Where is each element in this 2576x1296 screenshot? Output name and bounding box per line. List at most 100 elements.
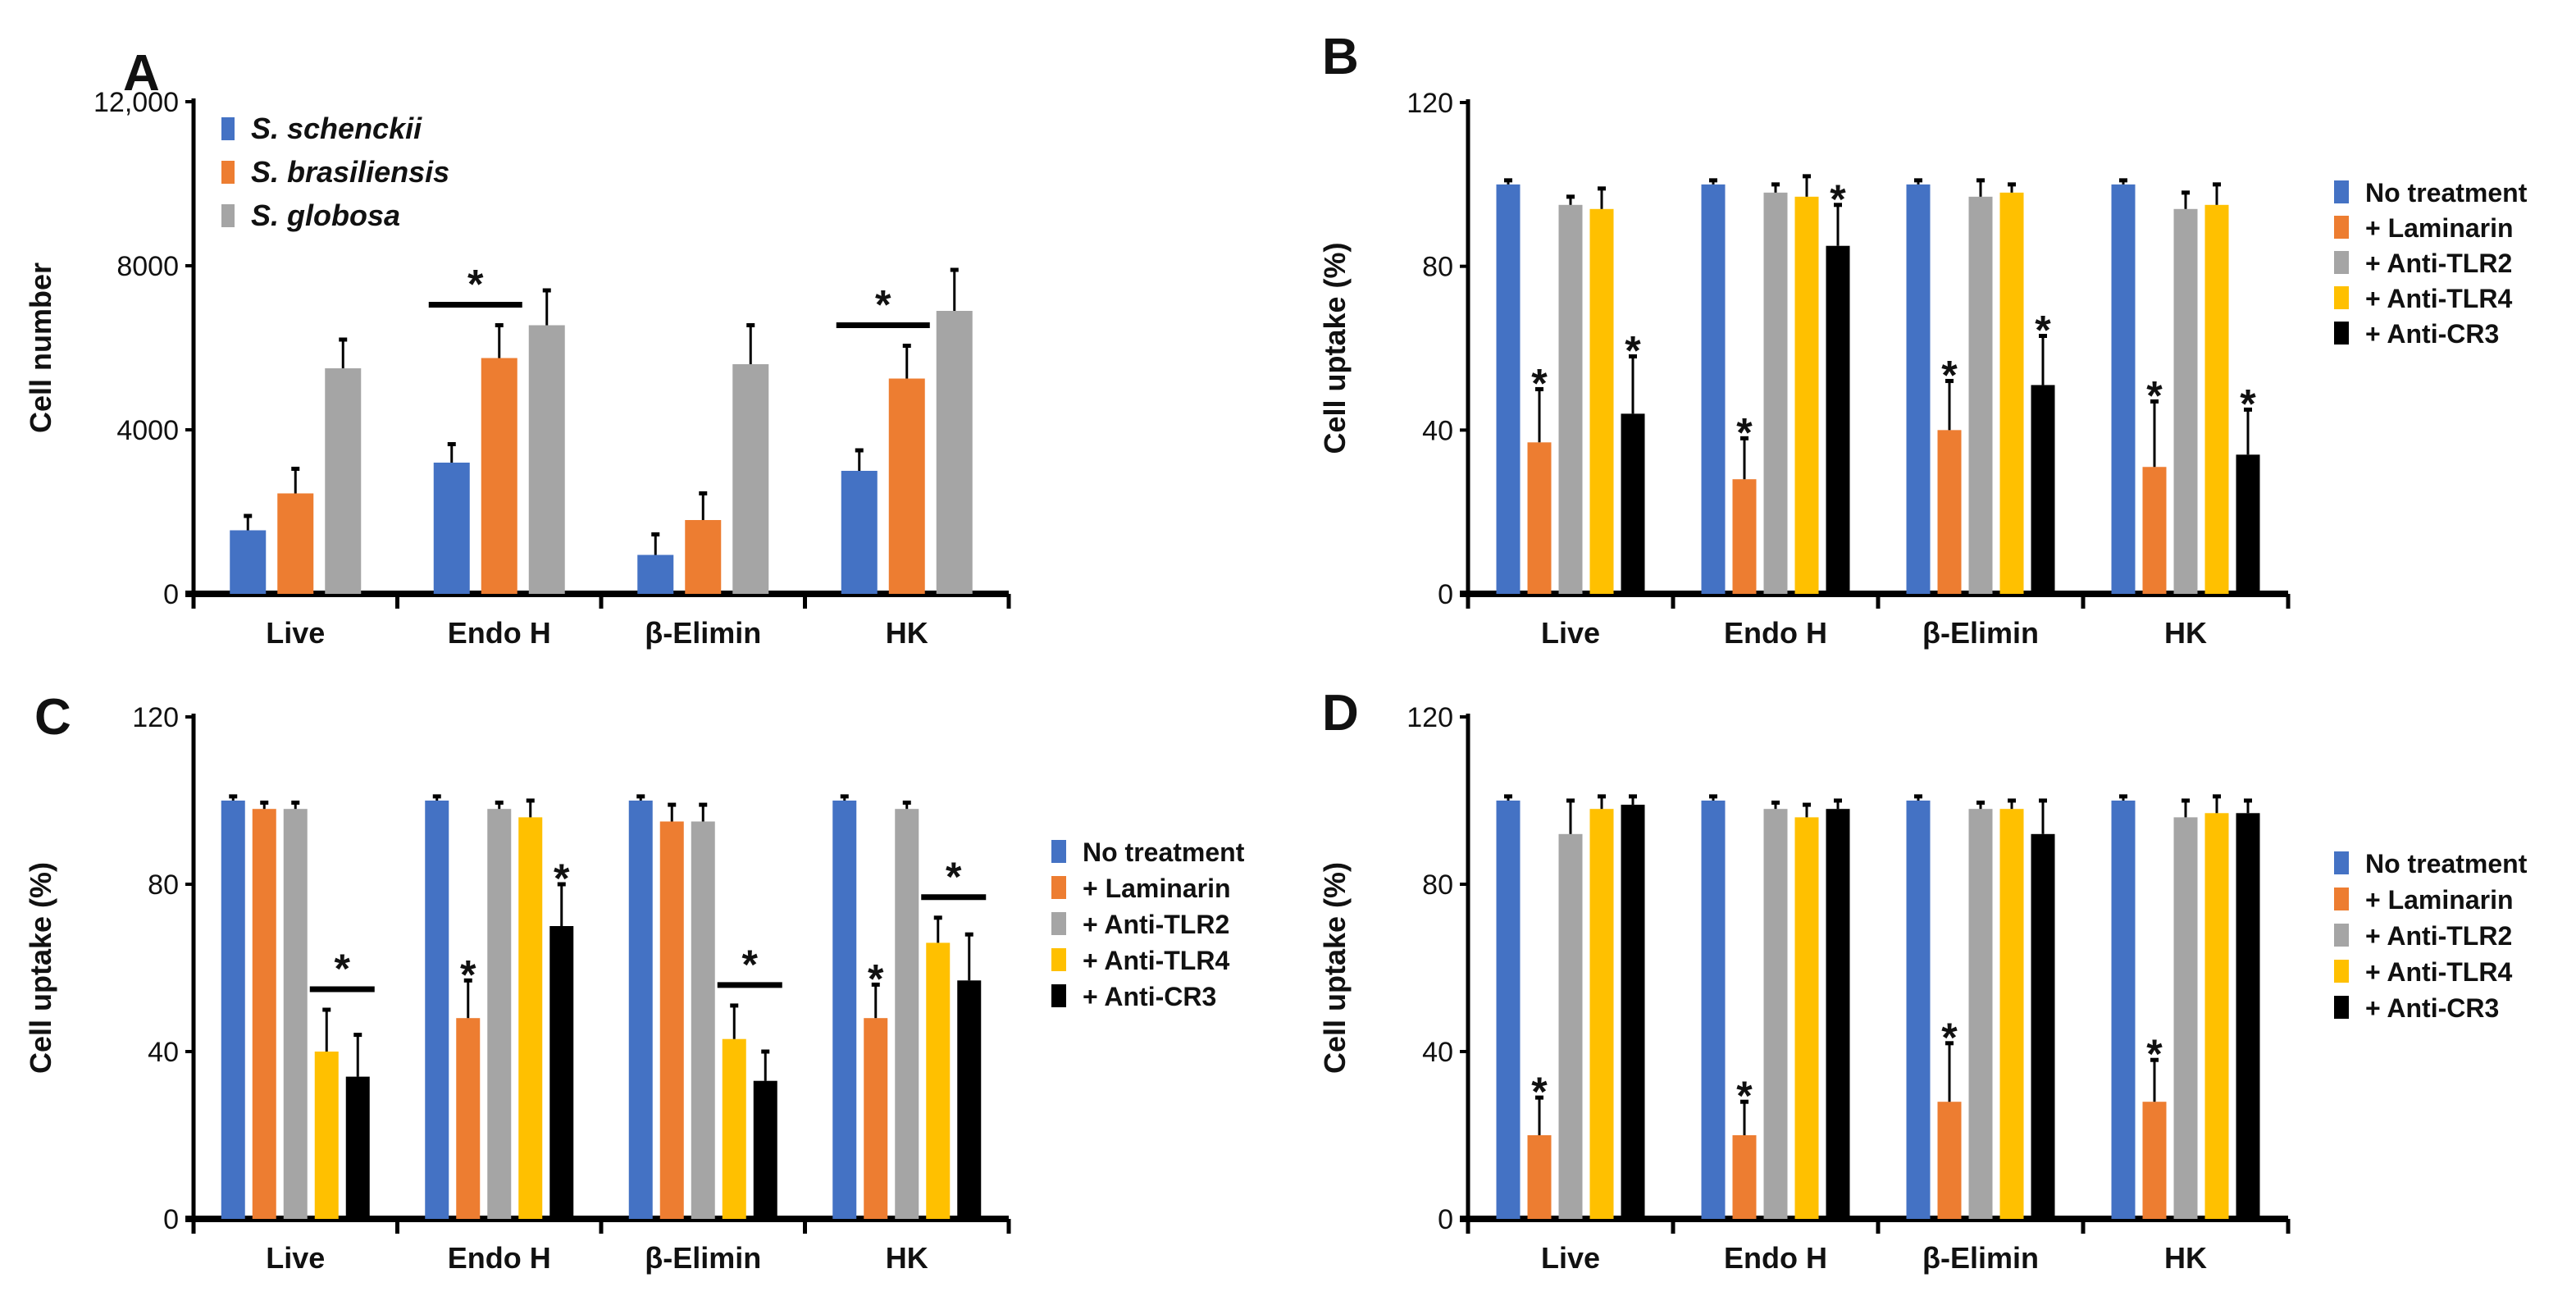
bar--anti-tlr4 [926,942,951,1219]
bar--anti-tlr2 [1763,809,1788,1219]
y-axis-label: Cell number [24,262,57,433]
bar--anti-cr3 [1621,413,1645,594]
y-tick-label: 8000 [116,251,179,282]
x-tick-label: Live [266,1241,325,1275]
significance-star: * [2146,372,2163,418]
x-tick-label: HK [2164,1241,2207,1275]
bar--laminarin [1732,1135,1757,1219]
bar--anti-cr3 [753,1080,777,1219]
bar--anti-tlr4 [1794,817,1819,1219]
y-axis-label: Cell uptake (%) [1318,242,1352,454]
significance-star: * [868,956,884,1002]
x-tick-label: Live [1541,1241,1600,1275]
legend-swatch [1051,912,1066,935]
x-tick-label: β-Elimin [645,1241,761,1275]
significance-star: * [946,854,962,900]
legend-swatch [2334,216,2349,239]
y-tick-label: 120 [1407,88,1453,119]
legend-label: + Anti-TLR4 [2365,284,2512,313]
significance-star: * [1941,352,1958,398]
significance-star: * [1531,1069,1548,1115]
legend-swatch [221,204,235,227]
bar-no-treatment [2111,184,2136,595]
legend-swatch [2334,286,2349,309]
bar--anti-tlr2 [1763,192,1788,595]
significance-star: * [1830,176,1846,222]
x-tick-label: Live [266,616,325,650]
y-tick-label: 80 [1422,252,1453,283]
x-tick-label: Endo H [448,1241,551,1275]
bar--anti-tlr4 [1589,208,1614,595]
legend-swatch [2334,251,2349,274]
y-tick-label: 4000 [116,415,179,446]
bar--laminarin [1732,479,1757,594]
y-tick-label: 12,000 [93,87,179,118]
bar-s-brasiliensis [888,378,925,594]
y-axis-label: Cell uptake (%) [24,862,57,1074]
bar-s-schenckii [433,463,470,594]
y-tick-label: 120 [132,702,179,733]
x-tick-label: Live [1541,616,1600,650]
x-tick-label: Endo H [1724,616,1827,650]
bar--anti-cr3 [549,926,574,1219]
x-tick-label: Endo H [1724,1241,1827,1275]
panel-b: B 0 40 80 120 Cell uptake (%) Live Endo H β-Elim… [1318,29,2528,650]
x-tick-label: HK [2164,616,2207,650]
bar-s-globosa [325,368,362,594]
legend-label: + Anti-TLR4 [1083,946,1229,975]
bar--anti-cr3 [345,1076,370,1219]
bar-s-schenckii [841,471,878,594]
legend-label: + Anti-CR3 [2365,319,2499,349]
bar-s-brasiliensis [685,520,722,594]
bar--laminarin [1527,442,1552,594]
bar--anti-tlr4 [314,1052,339,1219]
legend: S. schenckii S. brasiliensis S. globosa [221,112,449,232]
bar--anti-cr3 [2031,385,2055,594]
significance-star: * [2035,308,2051,354]
legend-swatch [221,117,235,140]
x-tick-label: β-Elimin [1922,616,2039,650]
bar-no-treatment [1701,184,1726,595]
bar--anti-cr3 [1826,809,1850,1219]
bar--laminarin [659,821,684,1219]
panel-a: A 0 4000 8000 12,000 Cell number Live Endo H β-E… [24,45,1011,650]
legend: No treatment + Laminarin + Anti-TLR2 + Anti… [2334,178,2528,349]
bar-no-treatment [1701,801,1726,1219]
y-tick-label: 0 [163,579,179,610]
legend-swatch [2334,996,2349,1019]
bar--anti-tlr4 [2204,204,2229,594]
bar--anti-tlr2 [1558,204,1583,594]
bar--anti-tlr2 [895,809,919,1219]
legend-label: + Anti-TLR4 [2365,957,2512,987]
bar-no-treatment [1496,801,1521,1219]
panel-label: A [123,45,160,102]
bar--anti-cr3 [2236,813,2260,1219]
x-tick-label: HK [886,1241,928,1275]
panel-d: D 0 40 80 120 Cell uptake (%) Live Endo H β-Elim… [1318,685,2528,1275]
bar-s-brasiliensis [277,493,314,594]
bar--laminarin [456,1018,481,1219]
bar-no-treatment [832,801,857,1219]
bar--laminarin [2142,467,2167,594]
legend-swatch [1051,984,1066,1007]
significance-star: * [554,856,570,901]
significance-star: * [1625,327,1641,373]
panel-label: D [1322,685,1359,742]
bar--laminarin [1937,1102,1962,1219]
legend-label: + Anti-CR3 [1083,982,1216,1011]
bar-s-brasiliensis [481,358,517,594]
y-tick-label: 80 [148,869,179,901]
panel-label: C [34,689,71,746]
y-tick-label: 120 [1407,702,1453,733]
legend: No treatment + Laminarin + Anti-TLR2 + Anti… [1051,837,1245,1011]
significance-star: * [467,262,484,308]
bar--anti-tlr2 [1968,196,1993,594]
bar--laminarin [252,809,276,1219]
y-tick-label: 40 [148,1037,179,1068]
significance-star: * [1531,360,1548,406]
significance-star: * [1736,409,1753,455]
bar--anti-tlr2 [691,821,715,1219]
bar-no-treatment [1906,184,1931,595]
x-tick-label: HK [886,616,928,650]
bar--anti-cr3 [1826,245,1850,594]
